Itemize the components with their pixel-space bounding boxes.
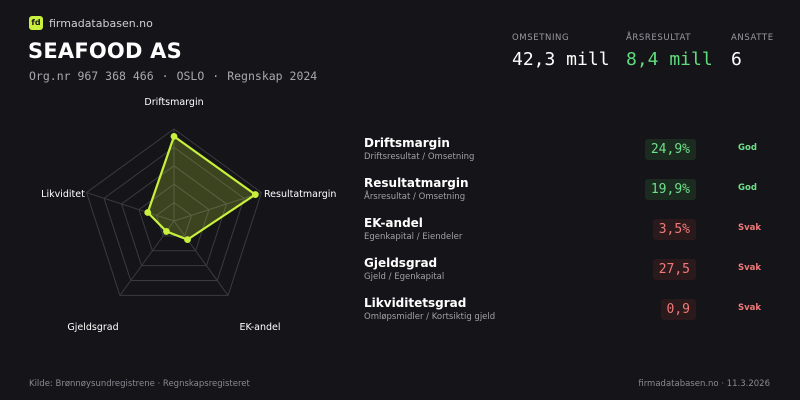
kpi-label: ÅRSRESULTAT xyxy=(626,33,692,43)
metric-formula: Omløpsmidler / Kortsiktig gjeld xyxy=(364,312,496,322)
kpi-annual-result: ÅRSRESULTAT 8,4 mill xyxy=(626,33,713,70)
radar-grid-ring xyxy=(85,128,263,296)
separator: · xyxy=(161,69,169,83)
radar-axis-line xyxy=(173,192,262,222)
company-subline: Org.nr 967 368 466 · OSLO · Regnskap 2024 xyxy=(29,69,317,83)
radar-axis-line xyxy=(86,192,175,222)
separator: · xyxy=(212,69,220,83)
radar-data-point xyxy=(163,228,170,235)
metrics-list: Driftsmargin Driftsresultat / Omsetning … xyxy=(364,136,764,336)
metric-title: Likviditetsgrad xyxy=(364,296,467,310)
brand-name: firmadatabasen.no xyxy=(49,16,153,30)
metric-formula: Egenkapital / Eiendeler xyxy=(364,232,463,242)
metric-value-badge: 0,9 xyxy=(660,299,696,320)
metric-row-ek-andel: EK-andel Egenkapital / Eiendeler 3,5% Sv… xyxy=(364,216,764,256)
radar-data-point xyxy=(170,132,178,140)
kpi-value: 42,3 mill xyxy=(512,49,610,70)
metric-status: God xyxy=(738,143,757,153)
kpi-value: 8,4 mill xyxy=(626,49,713,70)
metric-title: Gjeldsgrad xyxy=(364,256,438,270)
metric-formula: Gjeld / Egenkapital xyxy=(364,272,445,282)
radar-axis-line xyxy=(173,220,229,296)
brand[interactable]: fd firmadatabasen.no xyxy=(29,16,153,30)
metric-row-likviditetsgrad: Likviditetsgrad Omløpsmidler / Kortsikti… xyxy=(364,296,764,336)
metric-title: EK-andel xyxy=(364,216,423,230)
metric-status: Svak xyxy=(738,303,762,313)
radar-axis-label: EK-andel xyxy=(239,322,280,333)
footer-source: Kilde: Brønnøysundregistrene · Regnskaps… xyxy=(29,379,250,389)
metric-value-badge: 19,9% xyxy=(644,179,696,200)
radar-grid-ring xyxy=(103,146,245,282)
radar-axis-label: Gjeldsgrad xyxy=(67,322,118,333)
radar-grid-ring xyxy=(138,183,210,252)
radar-grid-ring xyxy=(120,165,228,267)
accounts-year: Regnskap 2024 xyxy=(227,69,318,83)
kpi-value: 6 xyxy=(731,49,742,70)
metric-row-gjeldsgrad: Gjeldsgrad Gjeld / Egenkapital 27,5 Svak xyxy=(364,256,764,296)
radar-axis-label: Resultatmargin xyxy=(264,189,336,200)
metric-title: Resultatmargin xyxy=(364,176,469,190)
radar-data-area xyxy=(146,135,257,241)
metric-value-badge: 27,5 xyxy=(652,259,696,280)
radar-data-point xyxy=(184,236,191,244)
radar-axis-label: Likviditet xyxy=(41,189,85,200)
metric-formula: Driftsresultat / Omsetning xyxy=(364,152,475,162)
company-name: SEAFOOD AS xyxy=(28,39,182,63)
metric-title: Driftsmargin xyxy=(364,136,450,150)
radar-data-point xyxy=(144,209,152,216)
metric-status: Svak xyxy=(738,223,762,233)
radar-data-point xyxy=(251,191,259,198)
metric-formula: Årsresultat / Omsetning xyxy=(364,192,466,202)
metric-value-badge: 24,9% xyxy=(644,139,696,160)
footer-site-date[interactable]: firmadatabasen.no · 11.3.2026 xyxy=(638,379,770,389)
radar-grid-ring xyxy=(155,201,193,237)
company-city: OSLO xyxy=(176,69,205,83)
brand-logo: fd xyxy=(29,16,43,30)
kpi-label: ANSATTE xyxy=(731,33,774,43)
kpi-employees: ANSATTE 6 xyxy=(731,33,774,70)
metric-status: Svak xyxy=(738,263,762,273)
kpi-revenue: OMSETNING 42,3 mill xyxy=(512,33,610,70)
metric-status: God xyxy=(738,183,757,193)
radar-axis-label: Driftsmargin xyxy=(144,97,203,108)
org-number: Org.nr 967 368 466 xyxy=(29,69,154,83)
metric-row-resultatmargin: Resultatmargin Årsresultat / Omsetning 1… xyxy=(364,176,764,216)
metric-value-badge: 3,5% xyxy=(652,219,696,240)
kpi-label: OMSETNING xyxy=(512,33,570,43)
metric-row-driftsmargin: Driftsmargin Driftsresultat / Omsetning … xyxy=(364,136,764,176)
